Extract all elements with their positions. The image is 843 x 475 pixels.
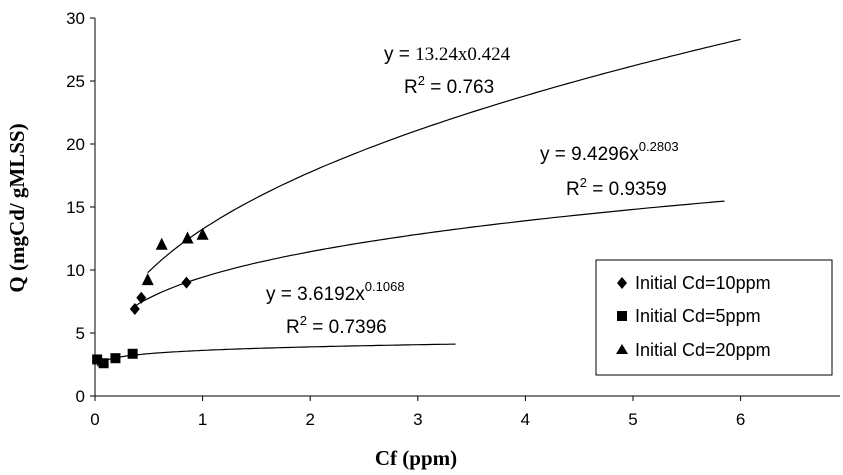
legend-box: [595, 259, 833, 376]
x-tick-label: 5: [628, 410, 637, 429]
legend-item-10ppm: Initial Cd=10ppm: [617, 273, 771, 293]
legend-item-20ppm: Initial Cd=20ppm: [616, 340, 771, 360]
diamond-data-point: [181, 276, 192, 289]
trendline-5ppm: [96, 343, 456, 367]
y-tick-label: 5: [76, 324, 85, 343]
x-axis-title: Cf (ppm): [375, 446, 457, 470]
diamond-marker-icon: [617, 277, 627, 289]
triangle-marker-icon: [616, 344, 628, 354]
square-marker-icon: [617, 311, 627, 321]
trendline-20ppm: [147, 38, 741, 274]
trendline-10ppm: [134, 200, 725, 307]
y-tick-label: 15: [66, 198, 85, 217]
equation-label-20ppm: y = 13.24x0.424 R2 = 0.763: [384, 44, 511, 98]
diamond-data-point: [136, 291, 147, 304]
r2-20ppm: R2 = 0.763: [404, 73, 494, 98]
triangle-data-point: [181, 231, 194, 244]
equation-5ppm: y = 3.6192x0.1068: [266, 279, 405, 305]
x-tick-label: 3: [413, 410, 422, 429]
triangle-data-point: [141, 273, 154, 286]
legend-item-5ppm: Initial Cd=5ppm: [617, 306, 761, 326]
axes: 05101520253001234567: [66, 9, 840, 429]
x-tick-label: 4: [521, 410, 530, 429]
legend: Initial Cd=10ppm Initial Cd=5ppm Initial…: [595, 259, 833, 376]
x-tick-label: 1: [198, 410, 207, 429]
x-tick-label: 0: [90, 410, 99, 429]
legend-label-10ppm: Initial Cd=10ppm: [635, 273, 771, 293]
equation-label-10ppm: y = 9.4296x0.2803 R2 = 0.9359: [540, 139, 679, 200]
legend-label-5ppm: Initial Cd=5ppm: [635, 306, 761, 326]
square-data-point: [92, 354, 103, 365]
y-tick-label: 0: [76, 387, 85, 406]
equation-10ppm: y = 9.4296x0.2803: [540, 139, 679, 165]
y-tick-label: 25: [66, 72, 85, 91]
equation-label-5ppm: y = 3.6192x0.1068 R2 = 0.7396: [266, 279, 405, 338]
data-markers: [92, 227, 209, 369]
equation-20ppm: y = 13.24x0.424: [384, 44, 511, 65]
y-tick-label: 30: [66, 9, 85, 28]
r2-10ppm: R2 = 0.9359: [566, 175, 667, 200]
square-data-point: [110, 353, 121, 364]
square-data-point: [98, 358, 109, 369]
diamond-data-point: [129, 303, 140, 316]
y-axis-title: Q (mgCd/ gMLSS): [5, 123, 29, 292]
square-data-point: [127, 348, 138, 359]
y-tick-label: 20: [66, 135, 85, 154]
legend-label-20ppm: Initial Cd=20ppm: [635, 340, 771, 360]
y-tick-label: 10: [66, 261, 85, 280]
x-tick-label: 6: [736, 410, 745, 429]
trendlines: [96, 38, 741, 367]
r2-5ppm: R2 = 0.7396: [286, 313, 387, 338]
triangle-data-point: [196, 227, 209, 240]
x-tick-label: 2: [305, 410, 314, 429]
triangle-data-point: [155, 237, 168, 250]
